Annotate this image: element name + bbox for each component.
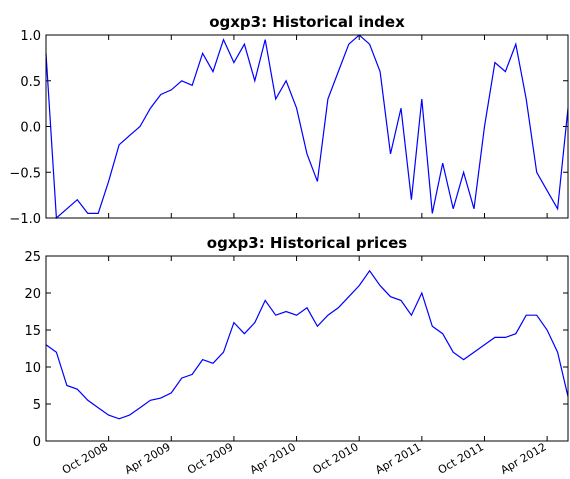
x-tick-label: Oct 2010 [310,440,360,477]
plot-frame [45,255,569,442]
y-tick-label: 10 [24,361,41,376]
y-tick-label: 15 [24,324,41,339]
y-tick-label: −1.0 [9,212,41,227]
x-tick-label: Apr 2012 [498,440,548,477]
y-tick-label: 0 [33,435,41,450]
line [45,34,569,220]
x-tick-label: Apr 2010 [248,440,298,477]
chart-title: ogxp3: Historical index [209,13,405,31]
y-tick-label: 20 [24,287,41,302]
y-tick-label: −0.5 [9,166,41,181]
x-tick-label: Apr 2009 [123,440,173,477]
y-tick-label: 1.0 [20,29,41,44]
x-tick-label: Apr 2011 [373,440,423,477]
y-tick-label: 0.0 [20,121,41,136]
x-tick-label: Oct 2011 [436,440,486,477]
y-tick-label: 5 [33,398,41,413]
plot-frame [45,34,569,219]
chart-title: ogxp3: Historical prices [207,234,407,252]
y-tick-label: 25 [24,250,41,265]
x-tick-label: Oct 2008 [60,440,110,477]
line [45,269,569,420]
x-tick-label: Oct 2009 [185,440,235,477]
y-tick-label: 0.5 [20,75,41,90]
